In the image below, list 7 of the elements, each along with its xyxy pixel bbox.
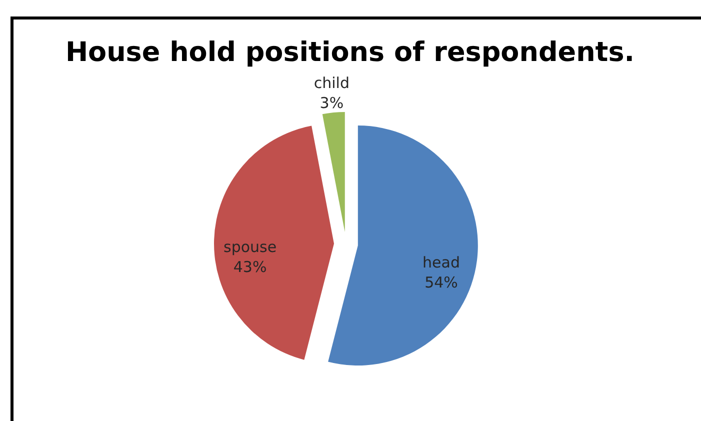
slice-label: spouse	[224, 238, 277, 256]
slice-label: child	[314, 74, 350, 92]
data-label: 54%	[424, 273, 458, 292]
data-label: 3%	[320, 94, 344, 112]
slice-label: head	[422, 253, 460, 272]
data-label: 43%	[233, 258, 267, 276]
chart-title: House hold positions of respondents.	[65, 37, 635, 68]
